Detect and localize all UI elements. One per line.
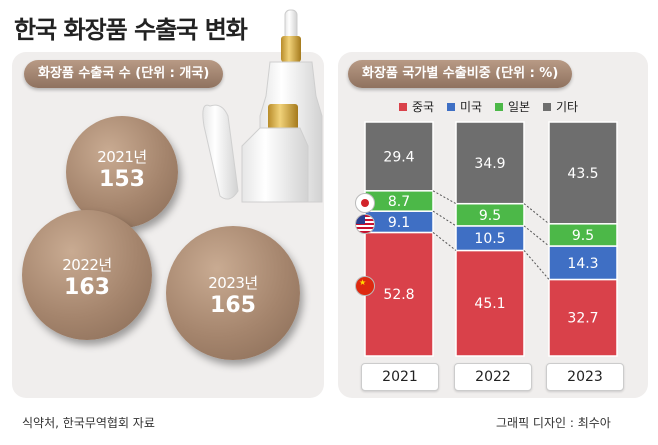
bubble-2022: 2022년 163 [22, 210, 152, 340]
japan-flag-icon [355, 193, 375, 213]
bar-segment-2022-미국 [455, 225, 525, 252]
left-panel-header: 화장품 수출국 수 (단위 : 개국) [24, 60, 224, 88]
bar-segment-2023-미국 [548, 245, 618, 281]
legend-label: 일본 [508, 100, 531, 114]
china-flag-icon: ★ [355, 276, 375, 296]
x-label-2021: 2021 [361, 363, 439, 391]
legend-japan: 일본 [495, 98, 530, 115]
bubble-year-label: 2023년 [208, 274, 258, 292]
bubble-year-label: 2022년 [62, 256, 112, 274]
right-panel-header: 화장품 국가별 수출비중 (단위 : %) [348, 60, 573, 88]
bar-segment-2022-기타 [455, 121, 525, 205]
legend-label: 미국 [460, 100, 483, 114]
data-label-2021-미국: 9.1 [388, 215, 410, 231]
bubble-2023: 2023년 165 [166, 226, 300, 360]
data-label-2023-중국: 32.7 [567, 311, 598, 327]
legend-swatch-japan [495, 103, 503, 111]
legend-label: 기타 [556, 100, 579, 114]
data-label-2023-기타: 43.5 [567, 166, 598, 182]
bar-segment-2021-중국 [364, 231, 434, 357]
bubble-value: 163 [64, 275, 110, 300]
source-note: 식약처, 한국무역협회 자료 [22, 416, 155, 430]
cosmetic-bottles-illustration [202, 9, 323, 203]
bubble-2021: 2021년 153 [66, 116, 178, 228]
data-label-2023-미국: 14.3 [567, 256, 598, 272]
bar-segment-2023-중국 [548, 278, 618, 357]
x-label-2022: 2022 [454, 363, 532, 391]
connector-line [523, 203, 550, 225]
connector-line [432, 210, 457, 227]
data-label-2021-중국: 52.8 [383, 287, 414, 303]
data-label-2021-일본: 8.7 [388, 194, 410, 210]
legend-china: 중국 [399, 98, 434, 115]
data-label-2023-일본: 9.5 [572, 228, 594, 244]
connector-line [523, 250, 550, 280]
legend-other: 기타 [543, 98, 578, 115]
bubble-year-label: 2021년 [97, 148, 147, 166]
connector-line [523, 225, 550, 247]
page-title: 한국 화장품 수출국 변화 [14, 16, 248, 44]
usa-flag-icon [355, 214, 375, 234]
legend-usa: 미국 [447, 98, 482, 115]
legend-label: 중국 [412, 100, 435, 114]
data-label-2022-일본: 9.5 [479, 208, 501, 224]
data-label-2022-기타: 34.9 [474, 156, 505, 172]
connector-line [432, 190, 457, 205]
bar-segment-2021-기타 [364, 121, 434, 192]
bubble-value: 153 [99, 167, 145, 192]
x-label-2023: 2023 [546, 363, 624, 391]
data-label-2021-기타: 29.4 [383, 149, 414, 165]
data-label-2022-중국: 45.1 [474, 296, 505, 312]
bar-segment-2023-기타 [548, 121, 618, 225]
bar-segment-2022-중국 [455, 249, 525, 357]
graphic-credit: 그래픽 디자인 : 최수아 [496, 416, 611, 430]
legend-swatch-other [543, 103, 551, 111]
bubble-value: 165 [210, 293, 256, 318]
legend-swatch-china [399, 103, 407, 111]
data-label-2022-미국: 10.5 [474, 231, 505, 247]
connector-line [432, 232, 457, 251]
legend-swatch-usa [447, 103, 455, 111]
